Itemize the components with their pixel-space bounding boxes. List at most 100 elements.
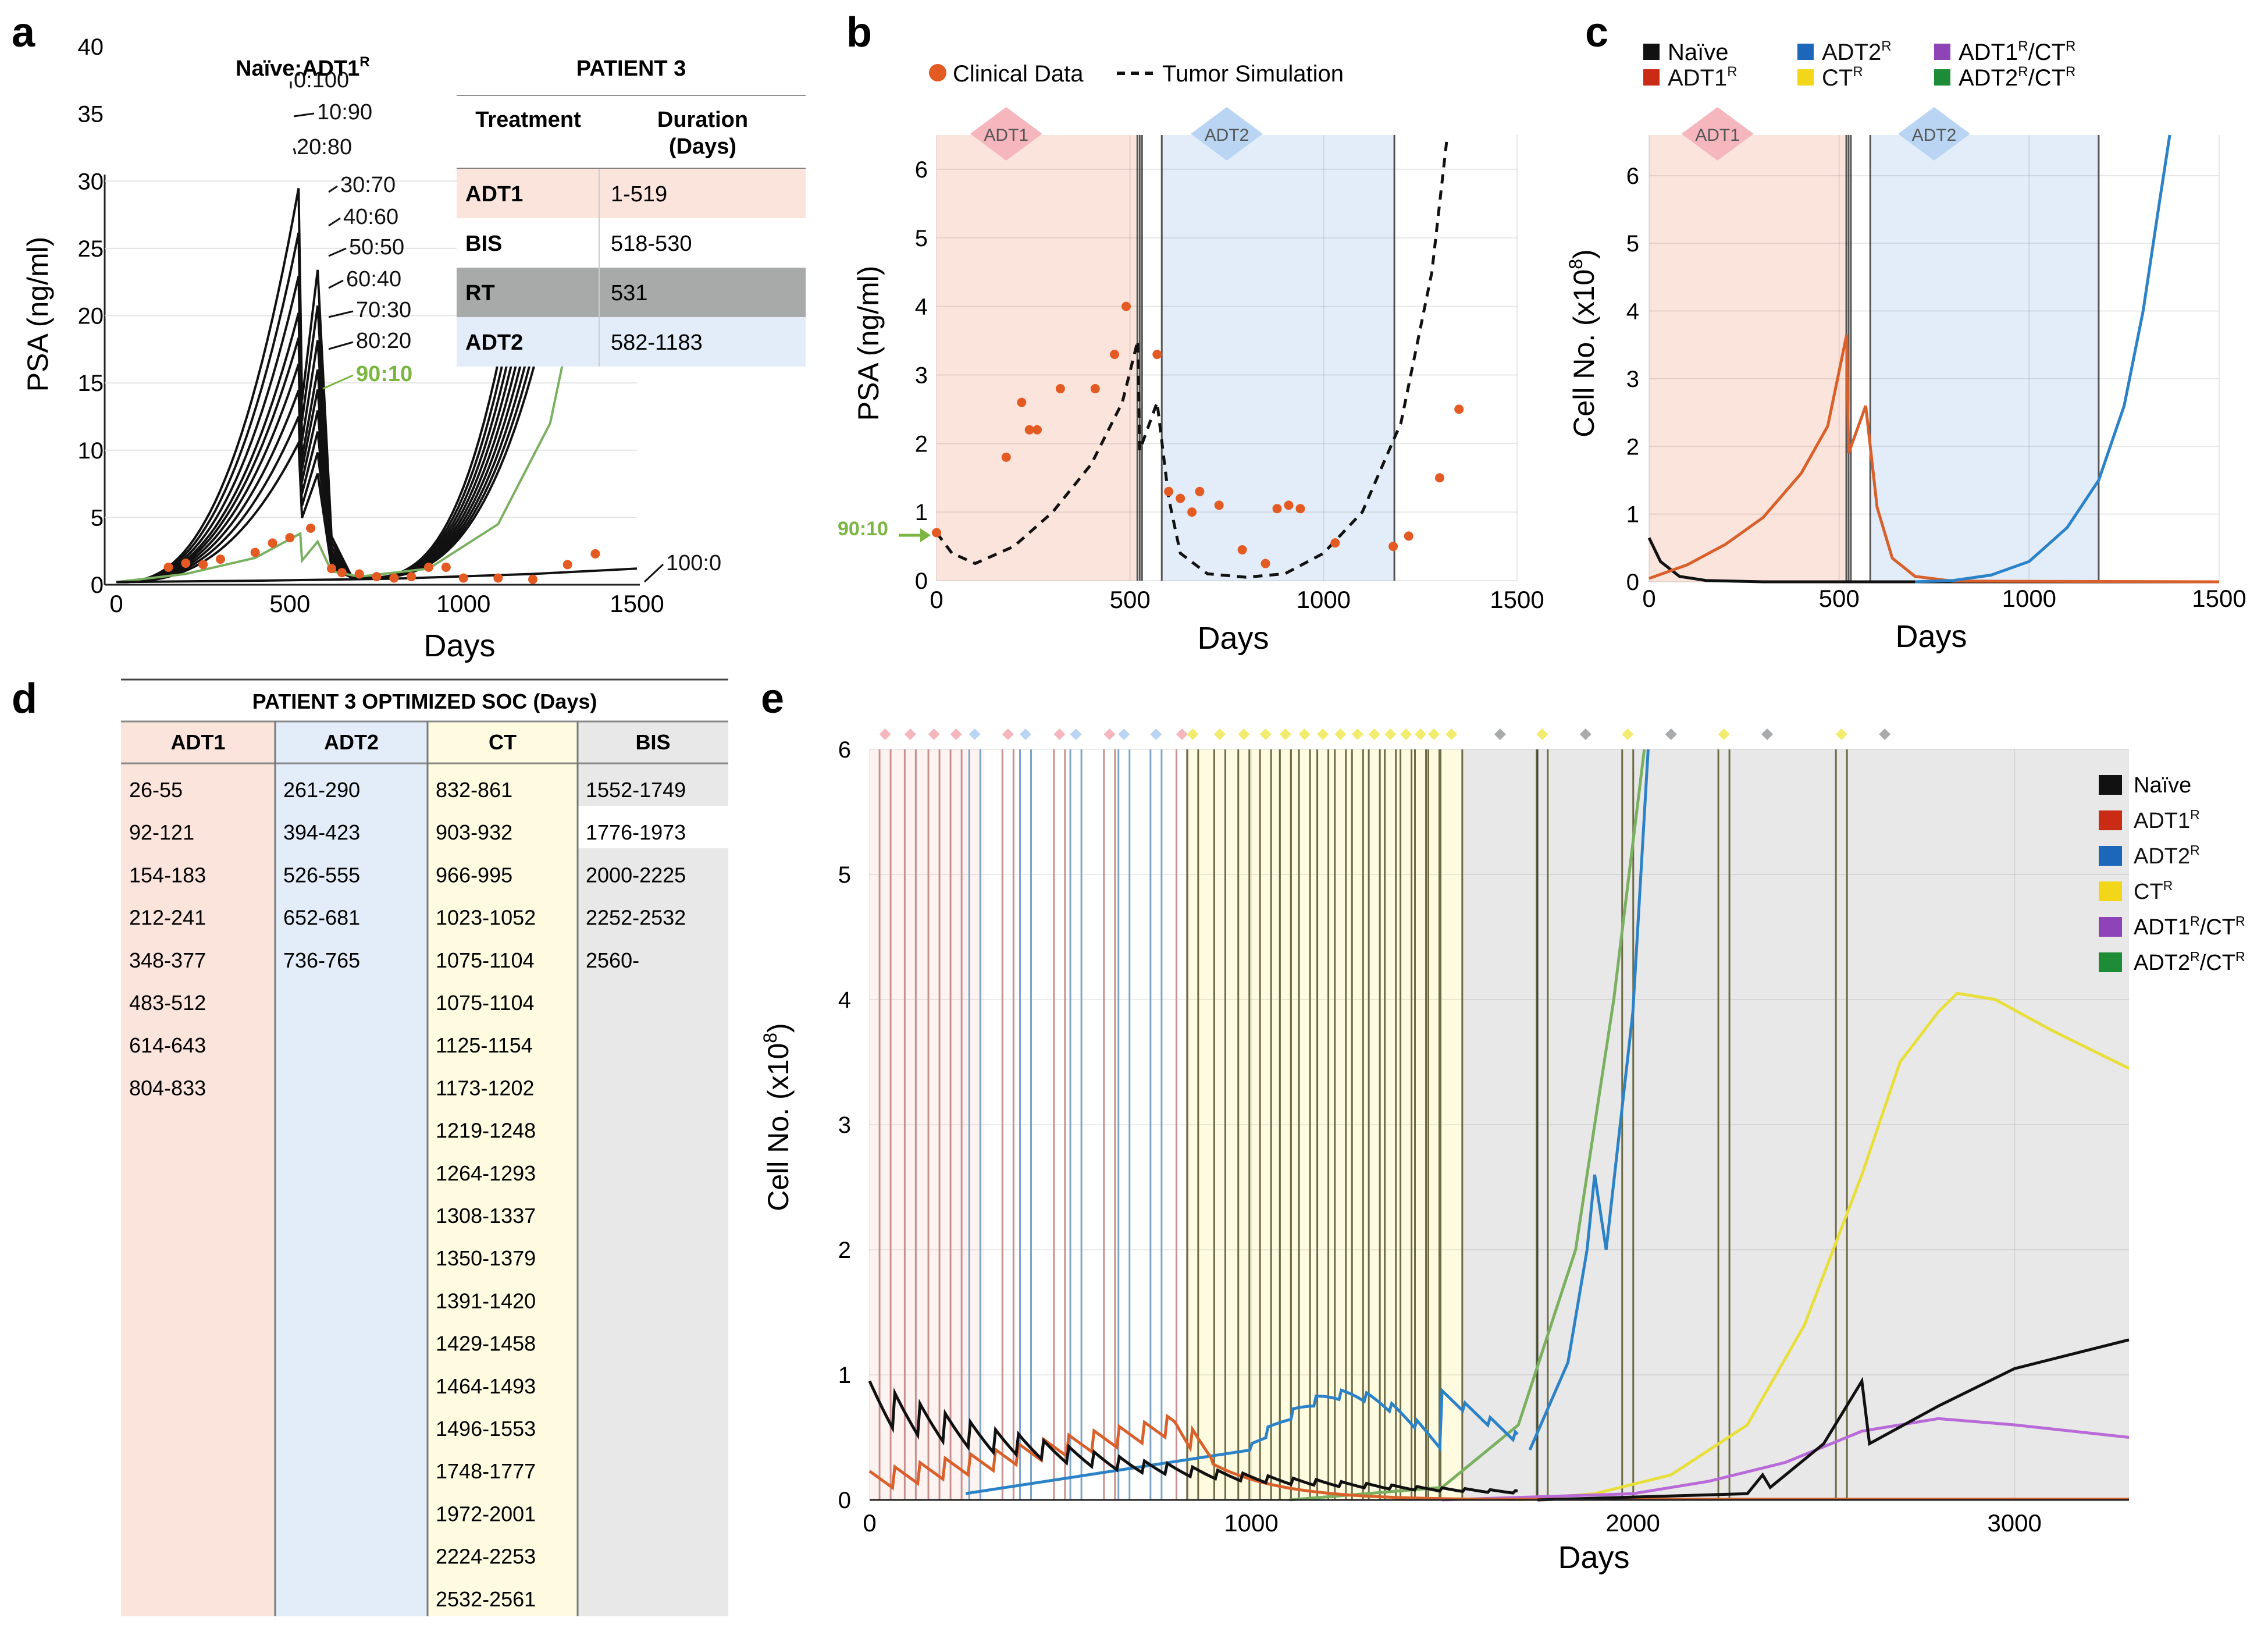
b-ytick-label: 1	[915, 500, 928, 525]
patient3-treatment-cell: BIS	[465, 232, 502, 256]
a-ytick-label: 40	[78, 34, 104, 60]
optimized-cell-adt1: 154-183	[129, 863, 206, 887]
e-diamond-ct	[1835, 728, 1847, 740]
optimized-cell-adt1: 92-121	[129, 820, 194, 844]
b-clinical-point	[1195, 486, 1205, 496]
e-legend-swatch	[2099, 917, 2122, 937]
a-ytick-label: 5	[91, 505, 104, 531]
c-legend-label: ADT2R/CTR	[1959, 64, 2075, 91]
panel-a-clinical-points	[163, 523, 600, 584]
a-clinical-point	[407, 572, 416, 582]
optimized-cell-bis: 2252-2532	[586, 906, 686, 930]
e-diamond-ct	[1536, 728, 1548, 740]
e-diamond-ct	[1718, 728, 1730, 740]
optimized-cell-adt1: 348-377	[129, 948, 206, 972]
a-xtick-label: 500	[269, 590, 310, 617]
a-clinical-point	[198, 560, 208, 570]
b-xtick-label: 1500	[1490, 586, 1544, 613]
c-naive-line	[1647, 537, 2219, 584]
e-legend-swatch	[2099, 952, 2122, 972]
optimized-cell-adt1: 614-643	[129, 1033, 206, 1057]
e-diamond-adt1	[950, 728, 962, 740]
b-clinical-point	[1121, 301, 1131, 311]
a-clinical-point	[163, 562, 173, 572]
e-diamond-ct	[1445, 728, 1458, 740]
b-clinical-point	[1090, 384, 1100, 394]
a-clinical-point	[285, 533, 295, 543]
optimized-table: ADT1 26-55 92-121 154-183 212-241 348-377 483-…	[121, 720, 728, 1616]
e-diamond-bis	[1879, 728, 1891, 740]
a-clinical-point	[354, 569, 364, 579]
optimized-cell-ct: 1496-1553	[436, 1417, 536, 1441]
panel-b-legend: Clinical Data Tumor Simulation	[929, 61, 1344, 87]
panel-b-ticks: 0 1 2 3 4 5 6 0 500 1000 1500	[915, 157, 1544, 613]
panel-a-axes	[104, 175, 640, 586]
patient3-duration-cell: 531	[611, 281, 647, 305]
optimized-header-ct: CT	[489, 730, 517, 754]
panel-letter-d: d	[12, 675, 37, 722]
e-diamond-adt2	[1150, 728, 1162, 740]
patient3-row-bg	[457, 218, 806, 268]
e-diamond-bis	[1494, 728, 1506, 740]
e-diamond-ct	[1238, 728, 1250, 740]
e-xtick-label: 0	[863, 1509, 876, 1537]
e-diamond-adt2	[969, 728, 981, 740]
a-curve-label: 100:0	[666, 551, 721, 575]
e-ytick-label: 3	[838, 1112, 851, 1138]
e-diamond-ct	[1415, 728, 1427, 740]
a-curve-label: 30:70	[340, 173, 396, 197]
a-curve-label: 80:20	[356, 329, 411, 353]
b-clinical-point	[1237, 545, 1247, 554]
optimized-header-adt2: ADT2	[324, 730, 379, 754]
b-ytick-label: 5	[915, 226, 928, 251]
b-clinical-point	[1284, 500, 1294, 510]
c-legend-label: CTR	[1822, 64, 1863, 91]
treatment-diamond	[970, 107, 1042, 161]
optimized-cell-ct: 966-995	[436, 863, 512, 887]
optimized-cell-ct: 1264-1293	[436, 1161, 536, 1185]
c-ytick-label: 5	[1626, 231, 1639, 257]
a-clinical-point	[458, 573, 468, 583]
panel-c-treatment-bands: ADT1 ADT2	[1649, 107, 2100, 582]
b-clinical-point	[1055, 384, 1065, 394]
a-curve-label: 40:60	[343, 205, 398, 229]
a-curve-label: 10:90	[317, 100, 372, 125]
e-diamond-ct	[1298, 728, 1311, 740]
panel-e-ylabel: Cell No. (x108)	[760, 1023, 795, 1211]
e-legend-label: ADT1R/CTR	[2134, 913, 2245, 940]
b-clinical-point	[1454, 404, 1464, 414]
b-clinical-point	[1214, 500, 1224, 510]
a-curve-80-20	[116, 205, 528, 584]
optimized-cell-bis: 1776-1973	[586, 820, 686, 844]
e-legend-label: ADT2R/CTR	[2134, 949, 2245, 975]
b-clinical-point	[1164, 486, 1174, 496]
e-diamond-adt1	[879, 728, 891, 740]
a-label-arrow	[322, 374, 354, 390]
a-label-arrow	[643, 563, 664, 583]
b-ytick-label: 2	[915, 431, 928, 457]
a-curve-label: 90:10	[356, 362, 412, 386]
patient3-duration-cell: 1-519	[611, 182, 667, 207]
a-curve-label: 70:30	[356, 298, 411, 322]
treatment-diamond-label: ADT1	[1695, 126, 1740, 145]
b-clinical-point	[1295, 504, 1305, 514]
optimized-cell-ct: 1748-1777	[436, 1459, 536, 1483]
a-label-arrow	[293, 112, 315, 118]
optimized-cell-adt2: 652-681	[283, 906, 360, 930]
a-curve-label: 20:80	[297, 135, 352, 159]
b-tumor-simulation-line	[935, 134, 1449, 579]
optimized-cell-adt1: 483-512	[129, 991, 206, 1015]
b-ytick-label: 4	[915, 294, 928, 320]
optimized-cell-ct: 2532-2561	[436, 1587, 536, 1611]
a-label-arrow	[328, 341, 354, 350]
optimized-col-bis	[578, 721, 728, 1616]
panel-c-series	[1647, 134, 2220, 584]
e-legend-label: ADT1R	[2134, 807, 2200, 833]
e-diamond-adt1	[1053, 728, 1066, 740]
b-xtick-label: 0	[930, 586, 943, 613]
b-xtick-label: 1000	[1297, 586, 1351, 613]
e-diamond-adt1	[1002, 728, 1014, 740]
treatment-diamond-label: ADT1	[984, 126, 1028, 145]
a-curve-90-10	[116, 208, 597, 584]
